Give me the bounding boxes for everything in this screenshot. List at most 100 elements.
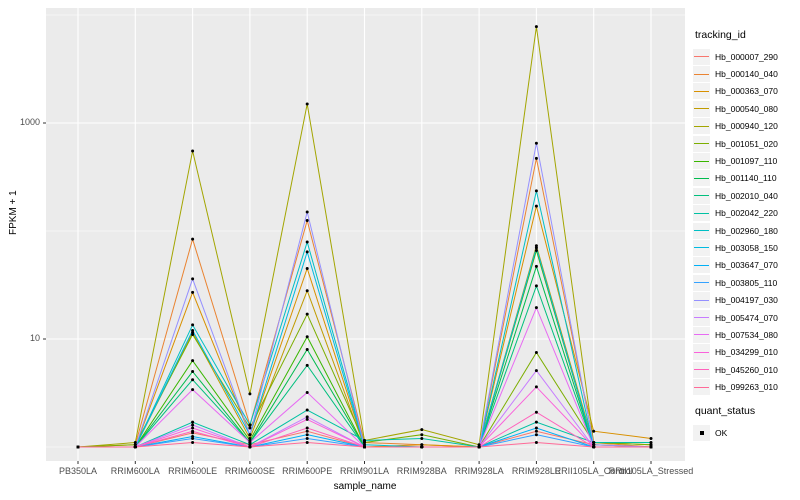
legend-key-line-swatch xyxy=(693,205,710,222)
data-point xyxy=(420,443,424,447)
legend-key-line-swatch xyxy=(693,48,710,65)
data-point xyxy=(534,306,538,310)
x-tick-label: RRIM600LA xyxy=(110,466,160,476)
legend-key-line-swatch xyxy=(693,83,710,100)
legend-item-label: Hb_000140_040 xyxy=(715,69,778,80)
data-point xyxy=(534,25,538,29)
y-axis-title: FPKM + 1 xyxy=(8,190,19,235)
data-point xyxy=(191,378,195,382)
legend-item-label: Hb_007534_080 xyxy=(715,329,778,340)
y-tick-label: 10 xyxy=(29,333,40,343)
data-point xyxy=(305,102,309,106)
data-point xyxy=(534,441,538,445)
legend-key-line-swatch xyxy=(693,309,710,326)
legend-item-label: Hb_003058_150 xyxy=(715,242,778,253)
data-point xyxy=(305,210,309,214)
x-tick-label: RRIM600SE xyxy=(224,466,275,476)
data-point xyxy=(191,277,195,281)
data-point xyxy=(248,433,252,437)
series-color-line-icon xyxy=(694,160,709,162)
series-color-line-icon xyxy=(694,386,709,388)
data-point xyxy=(534,420,538,424)
data-point xyxy=(248,423,252,427)
legend-item-Hb_003647_070: Hb_003647_070 xyxy=(693,257,799,274)
x-tick-label: RRIM901LA xyxy=(339,466,390,476)
data-point xyxy=(363,441,366,445)
legend-item-label: Hb_005474_070 xyxy=(715,312,778,323)
legend-item-Hb_007534_080: Hb_007534_080 xyxy=(693,326,799,343)
legend-item-label: OK xyxy=(715,427,728,438)
x-tick-label: RRIM928LA xyxy=(454,466,504,476)
legend-item-Hb_045260_010: Hb_045260_010 xyxy=(693,361,799,378)
legend-key-line-swatch xyxy=(693,361,710,378)
data-point xyxy=(305,335,309,339)
data-point xyxy=(133,441,137,445)
legend-item-label: Hb_000540_080 xyxy=(715,103,778,114)
data-point xyxy=(191,420,195,424)
legend-item-label: Hb_000007_290 xyxy=(715,51,778,62)
series-color-line-icon xyxy=(694,351,709,353)
data-point xyxy=(191,290,195,294)
legend-item-label: Hb_004197_030 xyxy=(715,295,778,306)
data-point xyxy=(191,370,195,374)
legend-key-line-swatch xyxy=(693,135,710,152)
legend-item-Hb_034299_010: Hb_034299_010 xyxy=(693,344,799,361)
data-point xyxy=(420,436,424,440)
series-color-line-icon xyxy=(694,369,709,371)
legend-key-line-swatch xyxy=(693,118,710,135)
data-point xyxy=(534,248,538,252)
data-point xyxy=(420,445,424,449)
data-point xyxy=(534,141,538,145)
data-point xyxy=(305,347,309,351)
data-point xyxy=(305,426,309,430)
series-color-line-icon xyxy=(694,212,709,214)
data-point xyxy=(534,410,538,414)
legend-item-Hb_099263_010: Hb_099263_010 xyxy=(693,378,799,396)
legend-key-line-swatch xyxy=(693,326,710,343)
legend-item-label: Hb_002960_180 xyxy=(715,225,778,236)
y-tick-label: 1000 xyxy=(19,117,40,127)
legend-item-Hb_002042_220: Hb_002042_220 xyxy=(693,205,799,222)
data-point xyxy=(191,426,195,430)
legend-item-label: Hb_034299_010 xyxy=(715,347,778,358)
series-color-line-icon xyxy=(694,317,709,319)
black-square-point-icon xyxy=(699,430,704,435)
legend-item-Hb_001140_110: Hb_001140_110 xyxy=(693,170,799,187)
data-point xyxy=(305,266,309,270)
data-point xyxy=(305,415,309,419)
data-point xyxy=(592,443,596,447)
series-color-line-icon xyxy=(694,108,709,110)
panel-background xyxy=(46,8,685,461)
legend-key-line-swatch xyxy=(693,257,710,274)
data-point xyxy=(133,443,137,447)
data-point xyxy=(248,438,252,442)
series-color-line-icon xyxy=(694,282,709,284)
legend-item-label: Hb_000940_120 xyxy=(715,121,778,132)
series-color-line-icon xyxy=(694,264,709,266)
data-point xyxy=(420,428,424,432)
data-point xyxy=(305,289,309,293)
data-point xyxy=(305,441,309,445)
data-point xyxy=(534,284,538,288)
legend-item-Hb_000007_290: Hb_000007_290 xyxy=(693,48,799,65)
data-point xyxy=(420,433,424,437)
data-point xyxy=(534,433,538,437)
data-point xyxy=(305,219,309,223)
series-color-line-icon xyxy=(694,299,709,301)
legend-item-Hb_003058_150: Hb_003058_150 xyxy=(693,239,799,256)
legend-key-line-swatch xyxy=(693,292,710,309)
legend-item-Hb_001051_020: Hb_001051_020 xyxy=(693,135,799,152)
data-point xyxy=(534,246,538,250)
data-point xyxy=(305,417,309,421)
series-color-line-icon xyxy=(694,143,709,145)
legend-item-Hb_000940_120: Hb_000940_120 xyxy=(693,118,799,135)
data-point xyxy=(191,237,195,241)
data-point xyxy=(592,445,596,449)
data-point xyxy=(363,445,366,449)
legend-title-tracking-id: tracking_id xyxy=(695,29,746,41)
data-point xyxy=(649,445,653,449)
data-point xyxy=(534,385,538,389)
legend-key-line-swatch xyxy=(693,170,710,187)
legend-item-Hb_005474_070: Hb_005474_070 xyxy=(693,309,799,326)
data-point xyxy=(248,426,252,430)
